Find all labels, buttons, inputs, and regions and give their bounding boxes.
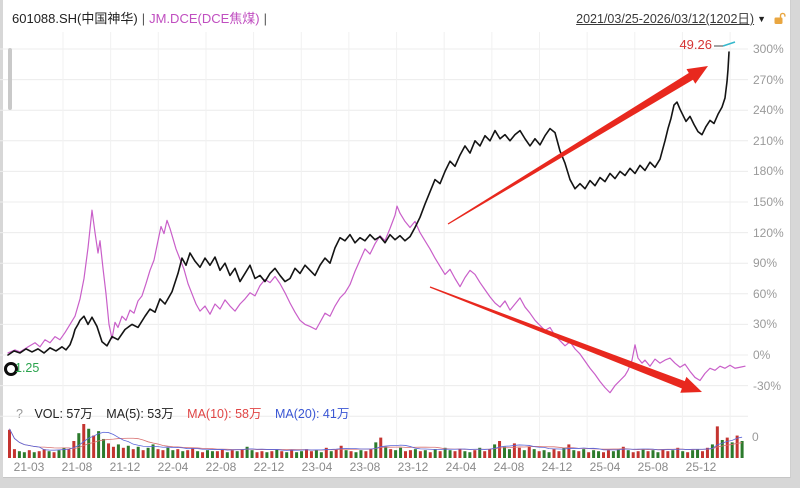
y-axis-label: 180% (753, 164, 784, 179)
y-axis-label: 90% (753, 256, 778, 271)
start-marker-icon (4, 362, 18, 376)
date-range-row: 2021/03/25-2026/03/12(1202日) ▼ (0, 8, 786, 27)
x-axis-label: 24-04 (445, 460, 477, 474)
legend-separator-2: | (263, 11, 267, 26)
x-axis-label: 23-08 (349, 460, 381, 474)
y-axis-label: 210% (753, 133, 784, 148)
series-label-secondary[interactable]: JM.DCE(DCE焦煤) (149, 11, 260, 26)
scrollbar-thumb[interactable] (8, 48, 12, 110)
date-range-selector[interactable]: 2021/03/25-2026/03/12(1202日) (576, 12, 755, 26)
x-axis-label: 25-12 (685, 460, 717, 474)
x-axis-label: 24-08 (493, 460, 525, 474)
chart-legend: 601088.SH(中国神华) | JM.DCE(DCE焦煤) | (12, 8, 271, 27)
y-axis-label: -30% (753, 378, 782, 393)
last-price-label: 49.26 (679, 37, 712, 52)
y-axis-label: 120% (753, 225, 784, 240)
series-label-primary[interactable]: 601088.SH(中国神华) (12, 11, 138, 26)
y-axis-label: 0% (753, 348, 771, 362)
y-axis-label: 60% (753, 286, 778, 301)
volume-ma10: MA(10): 58万 (187, 407, 262, 421)
help-icon[interactable]: ? (16, 407, 23, 421)
volume-value: VOL: 57万 (34, 407, 93, 421)
x-axis-label: 21-12 (109, 460, 141, 474)
y-axis-label: 300% (753, 42, 784, 56)
x-axis-label: 22-04 (157, 460, 189, 474)
x-axis-label: 25-04 (589, 460, 621, 474)
y-axis-label: 150% (753, 195, 784, 209)
y-axis-label: 270% (753, 72, 784, 87)
start-price-label: 1.25 (15, 361, 40, 375)
unlock-icon[interactable] (773, 12, 786, 25)
x-axis-label: 23-04 (301, 460, 333, 474)
x-axis-label: 25-08 (637, 460, 669, 474)
x-axis-label: 21-03 (13, 460, 45, 474)
legend-separator: | (141, 11, 146, 26)
x-axis-label: 22-08 (205, 460, 237, 474)
y-axis-label: 30% (753, 317, 778, 332)
x-axis-label: 22-12 (253, 460, 285, 474)
y-axis-label: 240% (753, 103, 784, 118)
x-axis-label: 24-12 (541, 460, 573, 474)
x-axis-label: 23-12 (397, 460, 429, 474)
volume-ma5: MA(5): 53万 (106, 407, 174, 421)
volume-legend-row: ? VOL: 57万 MA(5): 53万 MA(10): 58万 MA(20)… (16, 403, 359, 422)
volume-zero-label: 0 (752, 430, 759, 444)
chevron-down-icon[interactable]: ▼ (757, 14, 766, 24)
volume-ma20: MA(20): 41万 (275, 407, 350, 421)
x-axis-label: 21-08 (61, 460, 93, 474)
